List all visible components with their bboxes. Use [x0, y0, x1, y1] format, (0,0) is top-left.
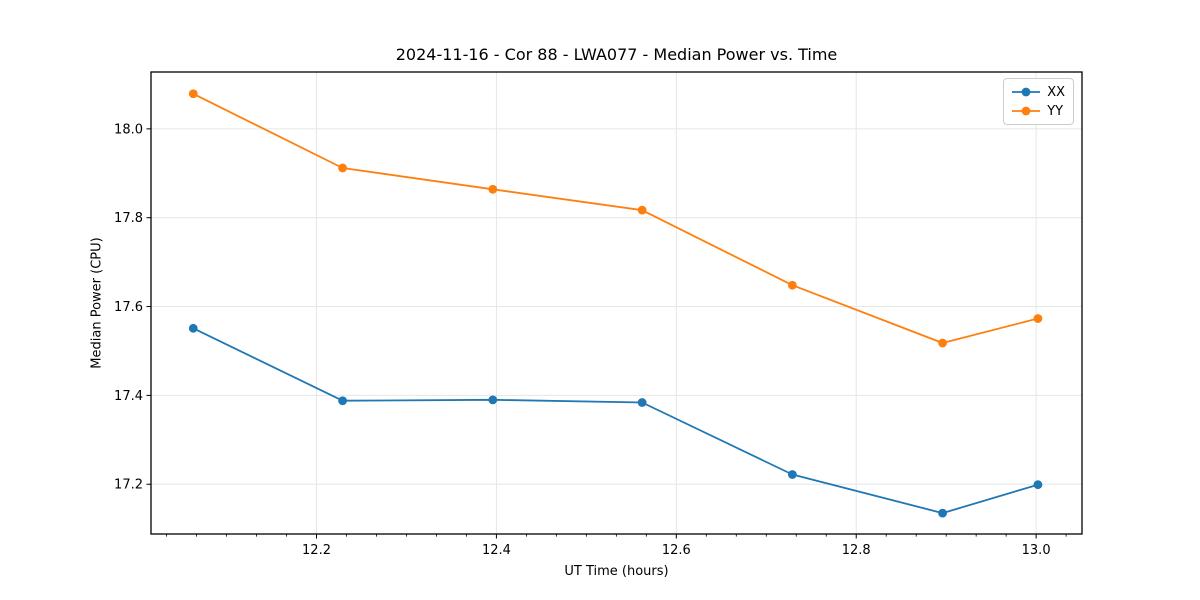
data-point-yy-2 — [488, 184, 498, 194]
y-tick-label: 17.8 — [114, 211, 143, 226]
xx-line-marker-icon — [1012, 87, 1041, 97]
series-line-yy — [192, 92, 1039, 344]
data-point-yy-6 — [1033, 314, 1043, 323]
chart-title: 2024-11-16 - Cor 88 - LWA077 - Median Po… — [395, 45, 838, 64]
x-tick-label: 13.0 — [1022, 543, 1051, 558]
axes-spines — [150, 71, 1083, 535]
data-point-yy-5 — [938, 338, 947, 348]
x-tick-label: 12.8 — [842, 543, 871, 558]
y-tick-label: 17.6 — [114, 300, 143, 315]
data-point-xx-5 — [938, 508, 947, 518]
data-point-xx-2 — [488, 395, 498, 405]
legend-label-yy: YY — [1047, 103, 1064, 119]
x-tick-label: 12.2 — [302, 543, 331, 558]
data-point-xx-0 — [188, 323, 198, 333]
x-tick-label: 12.6 — [662, 543, 691, 558]
x-tick-label: 12.4 — [482, 543, 511, 558]
legend-item-xx: XX — [1011, 83, 1065, 101]
data-point-yy-0 — [188, 89, 198, 99]
y-tick-label: 17.4 — [114, 389, 143, 404]
data-point-yy-1 — [338, 163, 347, 173]
data-point-xx-3 — [637, 398, 647, 407]
yy-line-marker-icon — [1012, 106, 1041, 116]
y-tick-label: 18.0 — [114, 122, 143, 137]
data-point-xx-1 — [338, 396, 347, 406]
legend-label-xx: XX — [1047, 84, 1065, 100]
legend: XX YY — [1003, 78, 1074, 125]
series-line-xx — [192, 327, 1039, 514]
y-tick-label: 17.2 — [114, 478, 143, 493]
legend-item-yy: YY — [1011, 102, 1065, 120]
x-axis-label: UT Time (hours) — [564, 564, 669, 579]
data-point-yy-3 — [637, 205, 647, 215]
data-point-xx-4 — [787, 470, 797, 479]
data-point-xx-6 — [1033, 480, 1043, 490]
data-point-yy-4 — [787, 280, 797, 290]
